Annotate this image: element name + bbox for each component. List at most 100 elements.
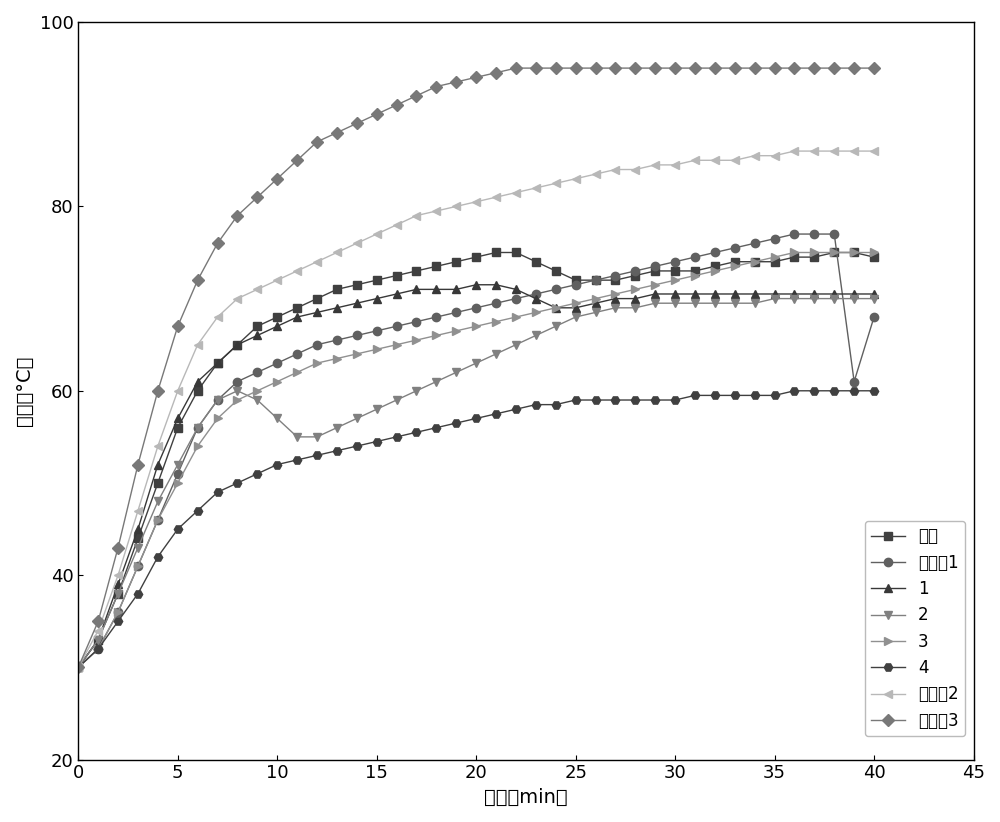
- 1: [848, 289, 860, 299]
- 2: [609, 302, 621, 312]
- 对比例1: [629, 266, 641, 276]
- 空白: [112, 589, 124, 598]
- 对比例1: [490, 298, 502, 308]
- 2: [271, 413, 283, 423]
- 3: [510, 312, 522, 322]
- 对比例3: [291, 155, 303, 165]
- 对比例3: [570, 63, 582, 73]
- 2: [828, 293, 840, 303]
- 1: [152, 459, 164, 469]
- Line: 对比例2: 对比例2: [74, 147, 878, 672]
- 1: [490, 279, 502, 289]
- 3: [749, 256, 761, 266]
- 对比例1: [550, 284, 562, 294]
- 2: [351, 413, 363, 423]
- 1: [231, 339, 243, 349]
- 2: [291, 432, 303, 441]
- 2: [212, 395, 224, 405]
- 4: [868, 386, 880, 395]
- 2: [709, 298, 721, 308]
- 4: [212, 487, 224, 497]
- 对比例2: [848, 146, 860, 156]
- 对比例2: [749, 150, 761, 160]
- Line: 2: 2: [74, 294, 878, 672]
- 对比例3: [391, 100, 403, 110]
- 1: [430, 284, 442, 294]
- 3: [729, 261, 741, 271]
- 空白: [689, 266, 701, 276]
- 对比例2: [550, 178, 562, 188]
- 对比例3: [92, 616, 104, 626]
- 1: [251, 330, 263, 340]
- 1: [590, 298, 602, 308]
- 4: [828, 386, 840, 395]
- 4: [132, 589, 144, 598]
- 空白: [132, 533, 144, 543]
- 1: [530, 293, 542, 303]
- 2: [172, 459, 184, 469]
- 对比例2: [609, 164, 621, 174]
- 3: [490, 316, 502, 326]
- 2: [92, 635, 104, 644]
- 2: [689, 298, 701, 308]
- 1: [212, 358, 224, 368]
- 空白: [212, 358, 224, 368]
- 对比例2: [629, 164, 641, 174]
- 2: [72, 663, 84, 672]
- 4: [410, 427, 422, 437]
- 对比例1: [351, 330, 363, 340]
- 对比例2: [291, 266, 303, 276]
- 空白: [709, 261, 721, 271]
- 对比例3: [152, 386, 164, 395]
- 空白: [92, 635, 104, 644]
- 1: [788, 289, 800, 299]
- 空白: [271, 312, 283, 322]
- 4: [450, 418, 462, 428]
- 对比例2: [271, 275, 283, 285]
- 空白: [609, 275, 621, 285]
- 对比例2: [391, 220, 403, 230]
- 2: [848, 293, 860, 303]
- 空白: [192, 386, 204, 395]
- 3: [649, 279, 661, 289]
- 对比例2: [351, 238, 363, 248]
- 4: [689, 390, 701, 400]
- 3: [848, 247, 860, 257]
- 空白: [72, 663, 84, 672]
- 2: [669, 298, 681, 308]
- 对比例3: [251, 192, 263, 202]
- Line: 1: 1: [74, 280, 878, 672]
- 对比例2: [709, 155, 721, 165]
- 4: [510, 404, 522, 414]
- 对比例1: [808, 229, 820, 239]
- 对比例1: [311, 339, 323, 349]
- 对比例3: [828, 63, 840, 73]
- 1: [709, 289, 721, 299]
- 2: [331, 423, 343, 432]
- 对比例2: [172, 386, 184, 395]
- 对比例3: [430, 81, 442, 91]
- 3: [629, 284, 641, 294]
- 对比例1: [828, 229, 840, 239]
- 对比例2: [729, 155, 741, 165]
- 对比例2: [570, 173, 582, 183]
- 对比例2: [371, 229, 383, 239]
- 对比例3: [371, 109, 383, 119]
- 3: [212, 413, 224, 423]
- 对比例2: [92, 626, 104, 635]
- 对比例1: [192, 423, 204, 432]
- 空白: [530, 256, 542, 266]
- 对比例1: [92, 644, 104, 653]
- 对比例2: [769, 150, 781, 160]
- 4: [848, 386, 860, 395]
- 4: [729, 390, 741, 400]
- X-axis label: 时间（min）: 时间（min）: [484, 788, 568, 807]
- 1: [669, 289, 681, 299]
- 对比例2: [530, 183, 542, 193]
- 1: [649, 289, 661, 299]
- Line: 对比例3: 对比例3: [74, 64, 878, 672]
- 对比例3: [132, 459, 144, 469]
- 对比例3: [331, 127, 343, 137]
- 空白: [590, 275, 602, 285]
- 3: [152, 515, 164, 524]
